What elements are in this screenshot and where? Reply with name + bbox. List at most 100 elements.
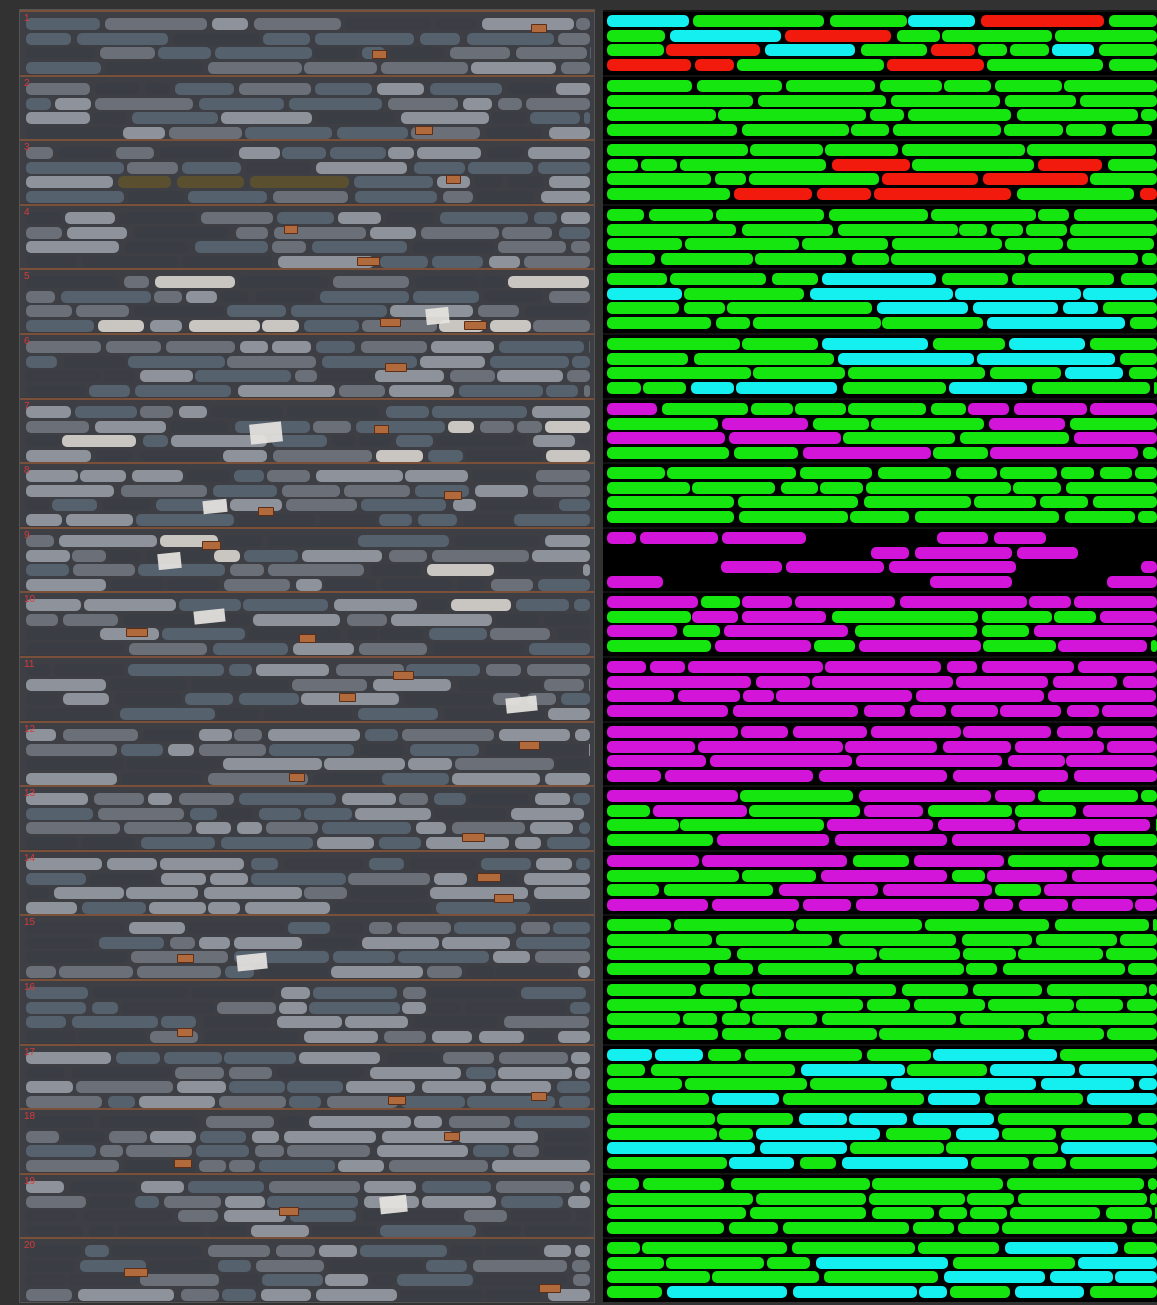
core-piece: [159, 858, 245, 870]
core-row: [26, 729, 590, 741]
box-number-label: 4: [24, 207, 30, 218]
core-piece: [442, 190, 474, 203]
core-piece: [512, 1145, 540, 1157]
classified-piece: [740, 790, 853, 802]
core-piece: [485, 1245, 540, 1257]
classified-piece: [607, 884, 660, 896]
classified-piece: [910, 704, 946, 717]
core-piece: [304, 61, 378, 74]
classified-piece: [607, 381, 642, 394]
core-piece: [583, 564, 590, 576]
core-piece: [412, 241, 495, 253]
classified-piece: [1037, 158, 1103, 171]
classified-piece: [1124, 1242, 1157, 1254]
classified-piece: [685, 238, 800, 250]
classified-piece: [1060, 467, 1094, 479]
classified-piece: [753, 367, 845, 379]
classified-piece: [1061, 1127, 1157, 1140]
core-piece: [61, 1130, 106, 1143]
core-box: 9: [20, 527, 594, 591]
core-piece: [89, 872, 158, 885]
classified-piece: [721, 561, 782, 573]
core-piece: [26, 836, 78, 849]
box-divider: [603, 850, 1157, 852]
core-piece: [208, 772, 308, 785]
classified-piece: [970, 1207, 1008, 1219]
core-piece: [121, 1001, 214, 1014]
classified-piece: [753, 316, 881, 329]
classified-piece: [688, 661, 824, 673]
core-piece: [315, 161, 408, 174]
classified-piece: [1017, 819, 1151, 831]
classified-piece: [956, 1127, 999, 1140]
core-piece: [170, 435, 267, 447]
classified-piece: [718, 109, 866, 121]
core-piece: [239, 341, 269, 353]
core-piece: [529, 112, 580, 124]
core-piece: [58, 147, 114, 159]
classified-piece: [1015, 804, 1077, 817]
core-piece: [244, 549, 299, 562]
classified-piece: [1005, 94, 1076, 107]
classified-piece: [860, 44, 927, 56]
classified-piece: [882, 316, 984, 329]
core-piece: [511, 1210, 571, 1222]
classified-piece: [801, 238, 888, 250]
core-piece: [178, 406, 208, 418]
classified-piece: [674, 919, 795, 931]
core-piece: [304, 1030, 379, 1043]
classified-piece: [660, 252, 754, 265]
classified-row: [607, 352, 1157, 365]
core-row: [26, 707, 590, 720]
core-piece: [379, 513, 413, 526]
core-piece: [58, 535, 158, 547]
classified-box: [603, 1173, 1157, 1237]
core-piece: [413, 161, 465, 174]
core-piece: [199, 936, 231, 949]
core-piece: [515, 836, 541, 849]
classified-piece: [863, 496, 972, 508]
classified-piece: [1101, 704, 1157, 717]
core-piece: [223, 449, 268, 462]
core-piece: [140, 1181, 185, 1193]
core-piece: [277, 212, 335, 224]
core-piece: [72, 564, 135, 576]
classified-row: [607, 302, 1157, 314]
classified-piece: [1054, 919, 1149, 931]
classified-piece: [901, 984, 968, 996]
core-piece: [313, 772, 380, 785]
classified-piece: [800, 1156, 837, 1169]
core-piece: [316, 836, 375, 849]
classified-piece: [822, 338, 929, 350]
classified-piece: [643, 381, 686, 394]
core-piece: [213, 642, 288, 655]
core-piece: [347, 628, 378, 640]
core-piece: [344, 1016, 408, 1028]
sample-tag: [283, 224, 299, 234]
core-piece: [268, 743, 355, 756]
core-piece: [124, 822, 192, 834]
classified-row: [607, 998, 1157, 1011]
core-piece: [386, 1052, 441, 1064]
core-piece: [26, 212, 62, 224]
core-piece: [530, 822, 573, 834]
classified-piece: [872, 1207, 935, 1219]
core-piece: [373, 678, 451, 691]
box-divider: [603, 139, 1157, 141]
classified-piece: [834, 833, 948, 846]
classified-piece: [607, 1256, 664, 1269]
core-box: 1: [20, 10, 594, 74]
classified-piece: [848, 403, 926, 415]
core-piece: [476, 190, 535, 203]
core-piece: [431, 549, 529, 562]
core-piece: [26, 384, 87, 397]
core-piece: [26, 513, 63, 526]
classified-piece: [749, 1207, 867, 1219]
paper-slip: [424, 306, 450, 325]
classified-piece: [607, 833, 713, 846]
core-piece: [26, 535, 54, 547]
core-piece: [26, 1224, 83, 1237]
paper-slip: [157, 552, 182, 571]
core-piece: [126, 758, 221, 770]
core-piece: [516, 47, 588, 59]
